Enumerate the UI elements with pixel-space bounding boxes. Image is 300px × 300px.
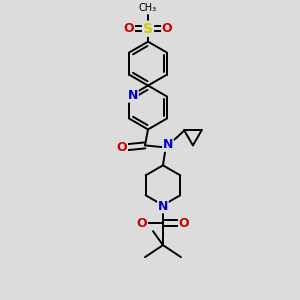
Text: N: N <box>128 89 138 102</box>
Text: O: O <box>117 141 128 154</box>
Text: O: O <box>162 22 172 35</box>
Text: N: N <box>163 138 173 151</box>
Text: O: O <box>137 217 147 230</box>
Text: S: S <box>143 22 153 36</box>
Text: O: O <box>124 22 134 35</box>
Text: O: O <box>178 217 189 230</box>
Text: CH₃: CH₃ <box>139 3 157 13</box>
Text: N: N <box>158 200 168 213</box>
